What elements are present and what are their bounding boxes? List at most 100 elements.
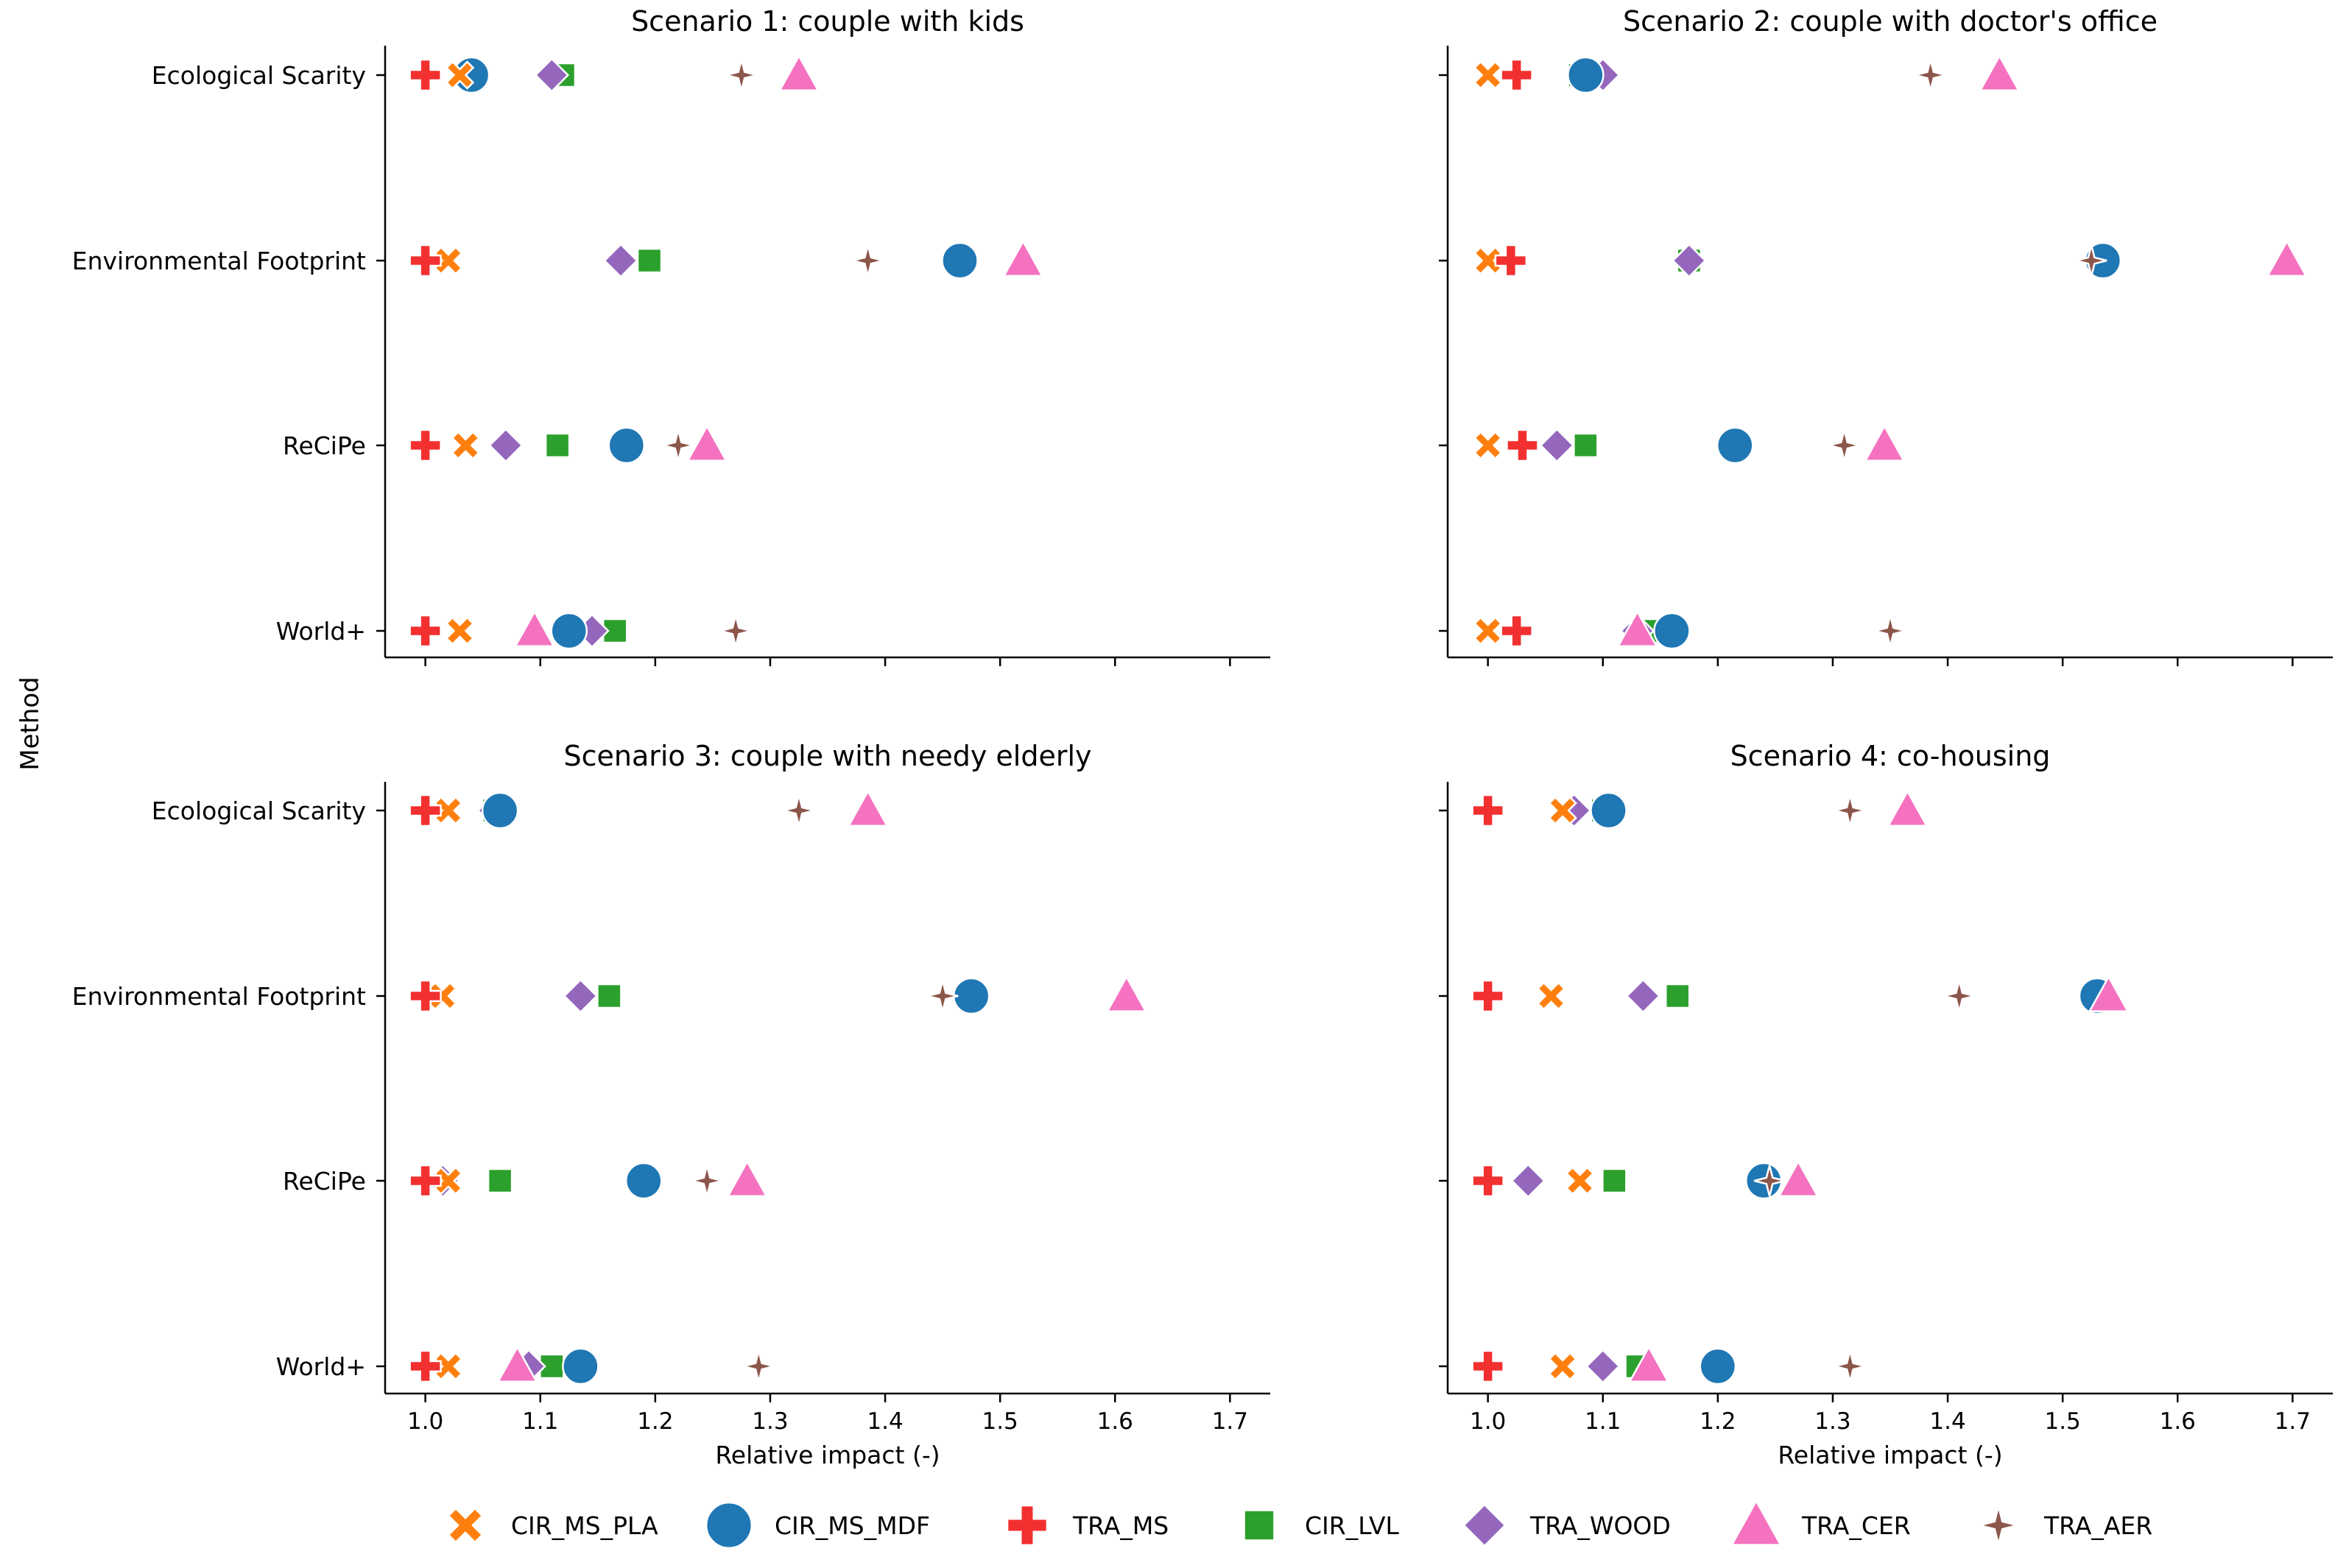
data-point-tra-ms [1494,244,1528,278]
x-tick-label: 1.7 [2275,1408,2311,1435]
x-tick-label: 1.6 [1097,1408,1133,1435]
data-point-tra-aer [1828,429,1860,462]
y-tick-label: World+ [276,1352,366,1381]
data-point-tra-cer [1864,424,1906,462]
y-tick-label: Ecological Scarity [152,61,366,90]
x-tick-label: 1.0 [1470,1408,1506,1435]
legend-item: CIR_LVL [1242,1508,1400,1542]
legend-label: TRA_MS [1072,1511,1169,1540]
x-tick-label: 1.4 [1929,1408,1965,1435]
data-point-cir-ms-mdf [1567,56,1605,94]
data-point-tra-aer [2075,244,2107,277]
data-point-cir-ms-pla [1548,796,1577,825]
data-point-tra-aer [1874,615,1906,647]
legend-label: CIR_LVL [1305,1511,1400,1540]
y-tick-label: Ecological Scarity [152,797,366,825]
data-point-cir-ms-pla [1473,60,1503,90]
legend-label: TRA_WOOD [1529,1511,1671,1540]
panel-title: Scenario 3: couple with needy elderly [563,740,1091,772]
x-tick-label: 1.6 [2160,1408,2196,1435]
data-point-tra-ms [409,428,442,462]
y-tick-label: Environmental Footprint [72,982,366,1011]
panel-3: Scenario 3: couple with needy elderly Eco… [72,740,1270,1469]
data-point-cir-ms-pla [1548,1352,1577,1381]
data-point-tra-wood [1539,428,1575,463]
x-axis-label: Relative impact (-) [715,1441,940,1469]
data-point-tra-aer [725,59,758,91]
data-point-tra-ms [1471,794,1504,827]
data-point-tra-wood [563,978,599,1014]
data-point-tra-aer [1915,59,1946,91]
x-tick-label: 1.3 [1814,1408,1850,1435]
legend-label: CIR_MS_MDF [775,1511,930,1540]
x-tick-label: 1.5 [982,1408,1018,1435]
data-point-cir-ms-pla [434,246,463,275]
legend-item: CIR_MS_PLA [446,1506,658,1544]
data-point-tra-ms [409,614,442,648]
legend-label: CIR_MS_PLA [511,1511,658,1540]
data-point-cir-ms-pla [434,796,463,825]
data-point-tra-cer [1105,975,1147,1013]
x-tick-label: 1.2 [1700,1408,1736,1435]
data-point-tra-cer [1777,1159,1820,1198]
x-tick-label: 1.1 [522,1408,558,1435]
data-point-cir-ms-pla [434,1352,463,1381]
data-point-tra-ms [409,1164,442,1198]
legend-label: TRA_AER [2043,1511,2152,1540]
x-tick-label: 1.7 [1212,1408,1248,1435]
panels: Scenario 1: couple with kids Ecological S… [72,5,2333,1469]
legend-label: TRA_CER [1801,1511,1911,1540]
x-tick-label: 1.4 [867,1408,903,1435]
data-point-tra-ms [1500,614,1533,648]
plus-marker-icon [1006,1504,1049,1547]
data-point-tra-aer [1834,794,1866,827]
data-point-tra-cer [778,54,820,92]
data-point-cir-ms-mdf [481,791,519,830]
data-point-cir-lvl [544,432,571,459]
data-point-cir-ms-mdf [608,426,646,465]
x-tick-label: 1.1 [1585,1408,1621,1435]
data-point-tra-ms [409,58,442,92]
data-point-tra-cer [1002,239,1044,278]
data-point-cir-lvl [1602,1168,1627,1194]
data-point-tra-cer [1979,54,2021,92]
y-tick-label: World+ [276,617,366,646]
panel-4: Scenario 4: co-housing 1.0 1.1 1.2 1.3 1.4 1.5… [1439,740,2333,1469]
data-point-cir-ms-pla [434,1166,463,1196]
data-point-tra-wood [1510,1163,1546,1198]
data-point-cir-ms-mdf [941,241,979,280]
data-point-tra-wood [534,57,570,93]
panel-1: Scenario 1: couple with kids Ecological S… [72,5,1270,666]
data-point-tra-ms [1471,1164,1504,1198]
data-point-cir-ms-pla [445,616,475,646]
data-point-cir-ms-mdf [562,1347,599,1385]
data-point-cir-ms-pla [1473,246,1503,275]
data-point-cir-ms-pla [1536,981,1566,1011]
data-point-cir-ms-mdf [624,1162,663,1200]
data-point-tra-ms [1506,428,1539,462]
data-point-tra-aer [1943,980,1976,1012]
data-point-tra-ms [1500,58,1533,92]
data-point-tra-ms [409,979,442,1013]
data-point-tra-aer [662,429,694,462]
data-point-tra-wood [1625,978,1661,1014]
legend-item: CIR_MS_MDF [705,1501,930,1550]
data-point-tra-ms [409,1349,442,1383]
data-point-cir-lvl [1664,983,1691,1009]
data-point-tra-wood [1672,243,1707,278]
y-tick-label: ReCiPe [283,431,366,460]
data-point-tra-wood [488,428,524,463]
y-tick-label: Environmental Footprint [72,247,366,275]
data-point-tra-aer [719,615,752,647]
data-point-tra-cer [496,1345,538,1383]
data-point-cir-ms-pla [1473,616,1503,646]
data-point-cir-ms-pla [451,431,481,460]
legend-item: TRA_CER [1729,1497,1911,1547]
data-point-tra-cer [513,610,556,648]
data-point-cir-ms-mdf [1716,426,1754,465]
data-point-tra-aer [1834,1350,1866,1382]
data-point-cir-ms-mdf [952,977,990,1015]
data-point-tra-cer [847,789,889,827]
diamond-marker-icon [1462,1502,1507,1548]
